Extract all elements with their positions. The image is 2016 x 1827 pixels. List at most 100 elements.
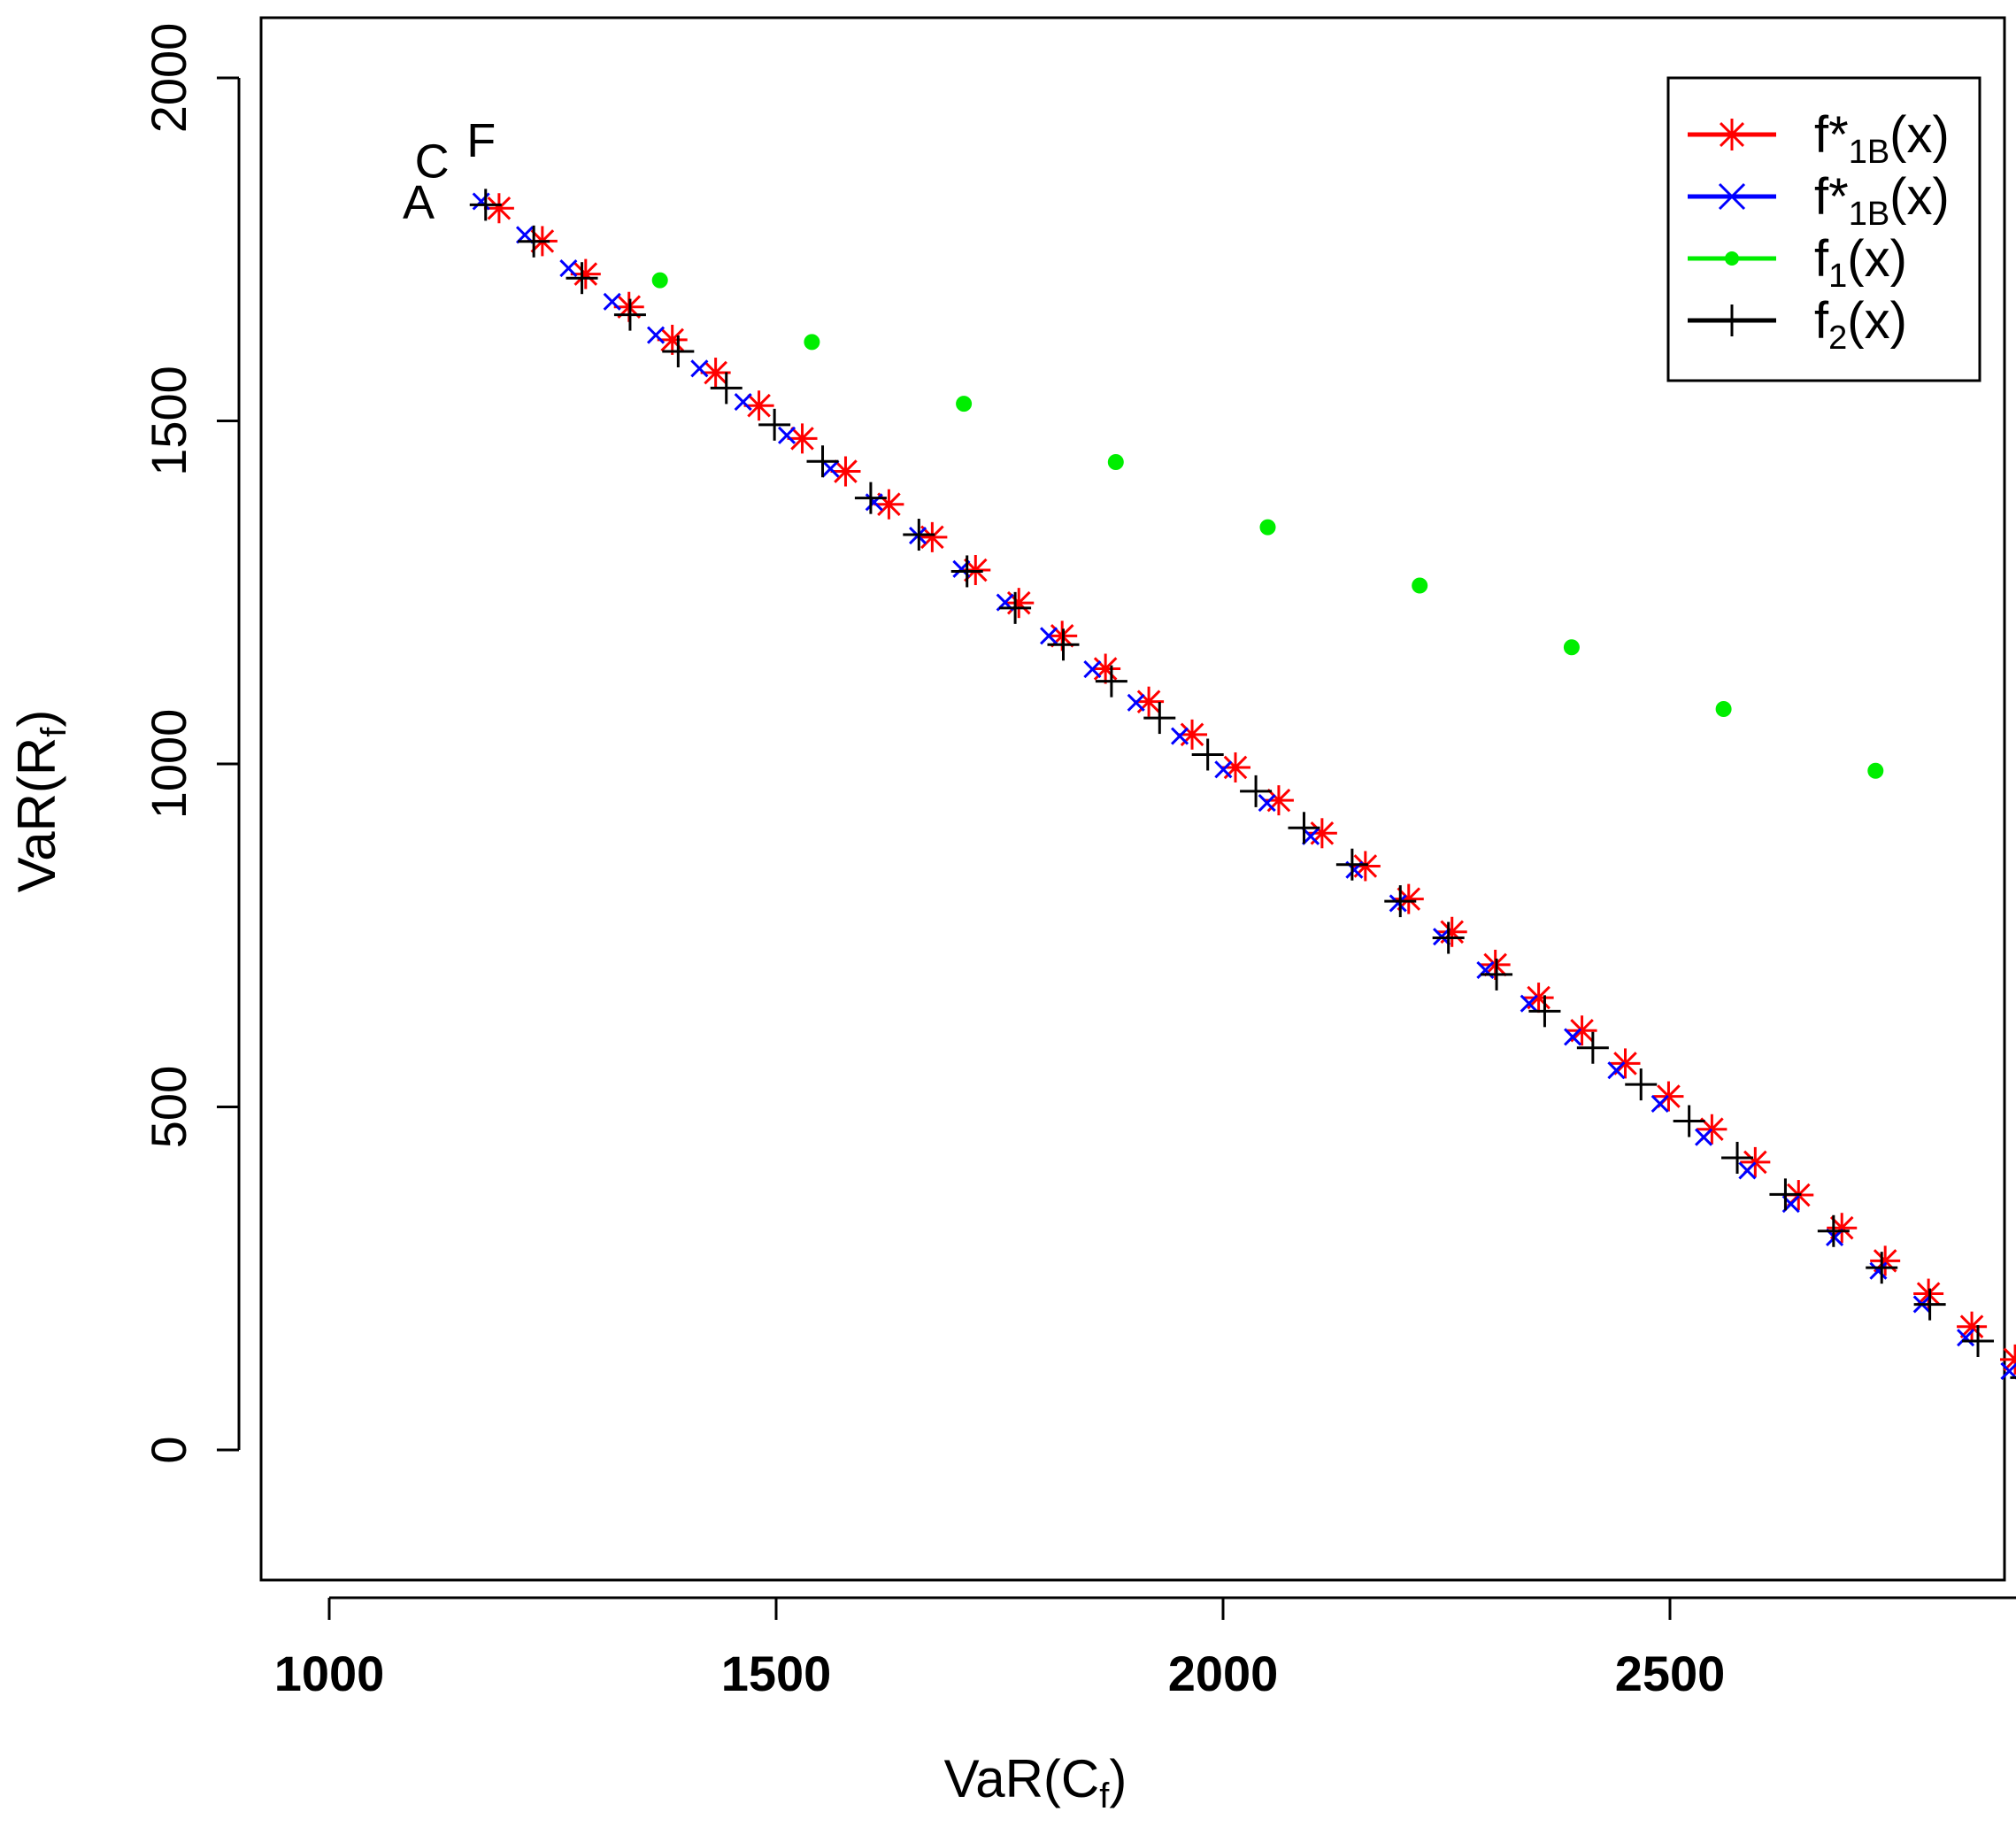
y-tick-label: 2000 <box>141 23 196 134</box>
point-f1b-blue <box>1170 727 1189 745</box>
legend-marker <box>1718 182 1746 211</box>
legend-marker <box>1716 304 1748 336</box>
y-axis-title: VaR(Rf) <box>7 710 73 893</box>
annotations: ACFBDE <box>403 114 496 229</box>
point-f2 <box>662 335 695 368</box>
x-tick-label: 2500 <box>1615 1646 1726 1701</box>
point-f1b-red <box>787 423 818 454</box>
point-f1b-red <box>830 456 861 487</box>
point-f1b-blue <box>1083 660 1102 679</box>
point-f1b-blue <box>1520 994 1538 1013</box>
point-f1b-blue <box>690 359 709 378</box>
point-f2 <box>1817 1214 1850 1247</box>
legend-label: f*1B(x) <box>1814 106 1950 171</box>
x-axis-title: VaR(Cf) <box>944 1749 1127 1815</box>
point-f1b-red <box>873 489 904 520</box>
y-tick-label: 500 <box>141 1066 196 1148</box>
y-tick-label: 0 <box>141 1436 196 1463</box>
point-f2 <box>613 298 646 331</box>
point-f1 <box>651 272 668 289</box>
point-f2 <box>1288 812 1320 844</box>
point-f2 <box>1576 1031 1609 1064</box>
point-f2 <box>950 555 983 588</box>
point-f2 <box>1721 1141 1754 1174</box>
point-f1b-red <box>1957 1311 1988 1342</box>
legend-marker <box>1725 251 1739 266</box>
point-f2 <box>469 189 502 221</box>
point-f2 <box>1962 1324 1995 1357</box>
point-f1b-blue <box>559 258 578 278</box>
point-f2 <box>566 262 598 295</box>
point-f1b-red <box>917 521 948 552</box>
point-f1b-red <box>743 390 774 421</box>
annotation-A: A <box>403 176 435 229</box>
point-f2 <box>1625 1068 1658 1101</box>
point-f1b-red <box>1393 883 1424 914</box>
point-f1b-red <box>1653 1081 1684 1112</box>
point-f1b-blue <box>646 326 666 344</box>
point-f2 <box>1913 1288 1946 1321</box>
point-f1b-red <box>1350 851 1381 882</box>
data-marks <box>469 189 2016 1381</box>
point-f2 <box>2010 1376 2016 1379</box>
point-f1b-blue <box>1564 1028 1582 1046</box>
point-f1 <box>804 334 820 351</box>
annotation-F: F <box>466 114 496 167</box>
point-f1b-red <box>1263 785 1294 816</box>
point-f1b-red <box>1306 818 1337 849</box>
point-f2 <box>1432 921 1465 954</box>
point-f1b-blue <box>821 459 840 478</box>
point-f1b-blue <box>1869 1261 1888 1280</box>
point-f1b-red <box>1610 1048 1641 1079</box>
point-f2 <box>758 408 791 441</box>
point-f1b-red <box>1004 588 1035 619</box>
point-f1b-blue <box>865 493 883 512</box>
point-f2 <box>518 225 550 258</box>
point-f1b-blue <box>515 226 535 244</box>
point-f1b-blue <box>1389 894 1407 913</box>
legend-label: f*1B(x) <box>1814 168 1950 233</box>
point-f1b-blue <box>777 426 796 444</box>
point-f1 <box>1867 762 1884 779</box>
point-f2 <box>710 372 743 405</box>
point-f2 <box>1191 738 1224 771</box>
legend-marker <box>1716 119 1748 150</box>
point-f2 <box>903 519 935 551</box>
point-f2 <box>1528 995 1561 1028</box>
point-f1b-blue <box>734 392 752 412</box>
point-f1 <box>1715 701 1732 717</box>
point-f2 <box>806 445 839 478</box>
point-f1b-blue <box>1258 794 1276 813</box>
point-f1b-blue <box>1214 760 1233 779</box>
point-f2 <box>1384 885 1417 918</box>
point-f1b-red <box>1523 983 1554 1014</box>
point-f2 <box>999 591 1032 624</box>
point-f1b-blue <box>1301 827 1320 845</box>
point-f1b-blue <box>603 292 621 311</box>
point-f2 <box>1335 848 1368 881</box>
point-f1b-blue <box>1738 1161 1757 1180</box>
point-f2 <box>1095 665 1127 698</box>
point-f1b-blue <box>1127 693 1145 712</box>
point-f1 <box>1259 519 1276 536</box>
point-f1b-red <box>1090 653 1121 684</box>
legend: f*1B(x)f*1B(x)f1(x)f2(x) <box>1666 76 1981 382</box>
annotation-C: C <box>415 135 450 188</box>
x-tick-label: 2000 <box>1168 1646 1279 1701</box>
point-f1b-blue <box>1695 1128 1713 1146</box>
point-f2 <box>1866 1252 1898 1284</box>
point-f1 <box>1107 454 1124 470</box>
point-f1b-blue <box>1039 627 1058 645</box>
point-f1b-red <box>1827 1213 1858 1244</box>
point-f1b-red <box>657 324 688 355</box>
point-f1b-red <box>2000 1344 2016 1375</box>
point-f1b-red <box>1870 1245 1901 1276</box>
point-f2 <box>1769 1178 1802 1211</box>
axes: 1000150020002500300035004000450005001000… <box>141 23 2016 1701</box>
point-f2 <box>1143 702 1176 735</box>
y-tick-label: 1500 <box>141 366 196 476</box>
x-tick-label: 1500 <box>721 1646 832 1701</box>
point-f1b-blue <box>1957 1329 1975 1347</box>
point-f1 <box>956 396 973 412</box>
